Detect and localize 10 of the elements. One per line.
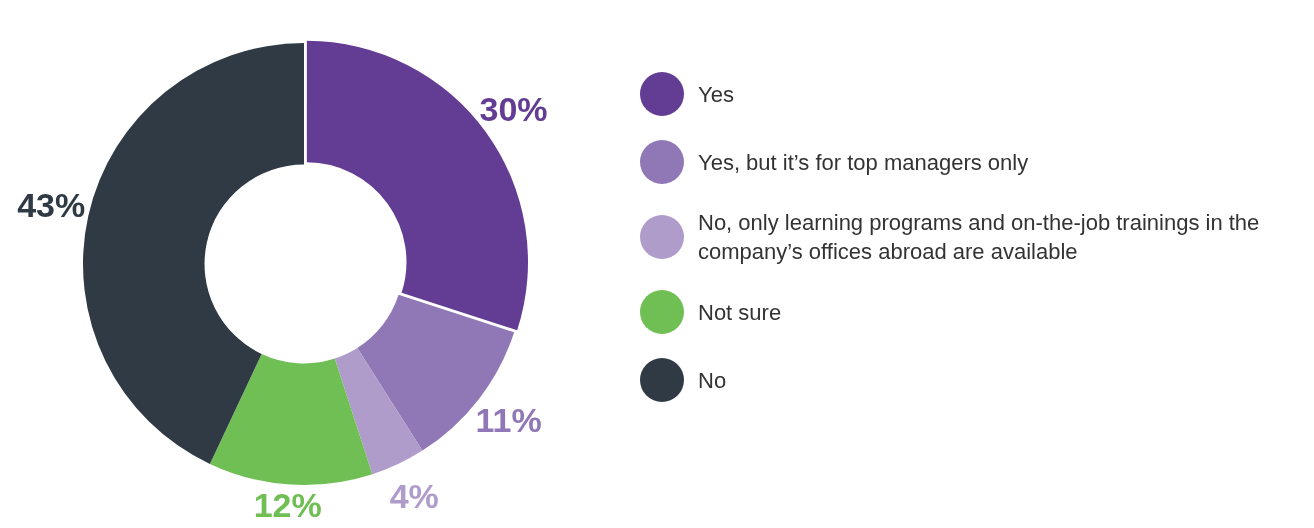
legend-label: Yes	[698, 80, 734, 109]
data-label: 4%	[389, 476, 439, 515]
data-label: 11%	[475, 401, 542, 440]
data-label: 12%	[253, 486, 322, 525]
legend-label: No, only learning programs and on-the-job trainings in the company’s offices abroad are available	[698, 209, 1261, 266]
legend-label: No	[698, 366, 727, 395]
data-label: 30%	[479, 90, 548, 129]
legend-label: Yes, but it’s for top managers only	[698, 148, 1029, 177]
legend-label: Not sure	[698, 298, 782, 327]
data-label: 43%	[17, 185, 86, 224]
